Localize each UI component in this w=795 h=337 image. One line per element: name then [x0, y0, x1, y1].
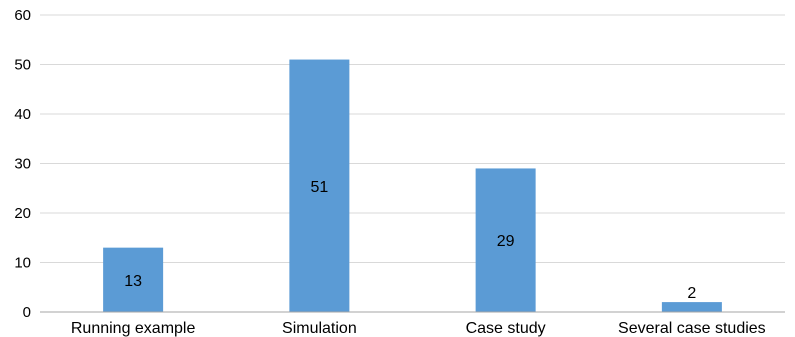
- category-label: Case study: [466, 320, 546, 337]
- y-tick-label: 40: [14, 106, 31, 123]
- y-tick-label: 30: [14, 156, 31, 173]
- bars: [103, 59, 722, 312]
- category-label: Running example: [71, 320, 196, 337]
- data-label: 51: [310, 179, 328, 196]
- bar: [475, 168, 536, 312]
- y-tick-label: 10: [14, 255, 31, 272]
- y-axis-ticks: 0 10 20 30 40 50 60: [14, 7, 31, 321]
- category-labels: Running example Simulation Case study Sever…: [71, 320, 766, 337]
- category-label: Simulation: [282, 320, 357, 337]
- y-tick-label: 0: [23, 304, 31, 321]
- y-tick-label: 60: [14, 7, 31, 24]
- bar: [103, 247, 164, 312]
- data-label: 29: [497, 233, 515, 250]
- bar: [289, 59, 350, 312]
- bar: [661, 302, 722, 312]
- y-tick-label: 50: [14, 57, 31, 74]
- y-tick-label: 20: [14, 205, 31, 222]
- category-label: Several case studies: [618, 320, 766, 337]
- data-labels: 13 51 29 2: [124, 179, 696, 302]
- data-label: 13: [124, 273, 142, 290]
- gridlines: [40, 14, 785, 263]
- data-label: 2: [687, 285, 696, 302]
